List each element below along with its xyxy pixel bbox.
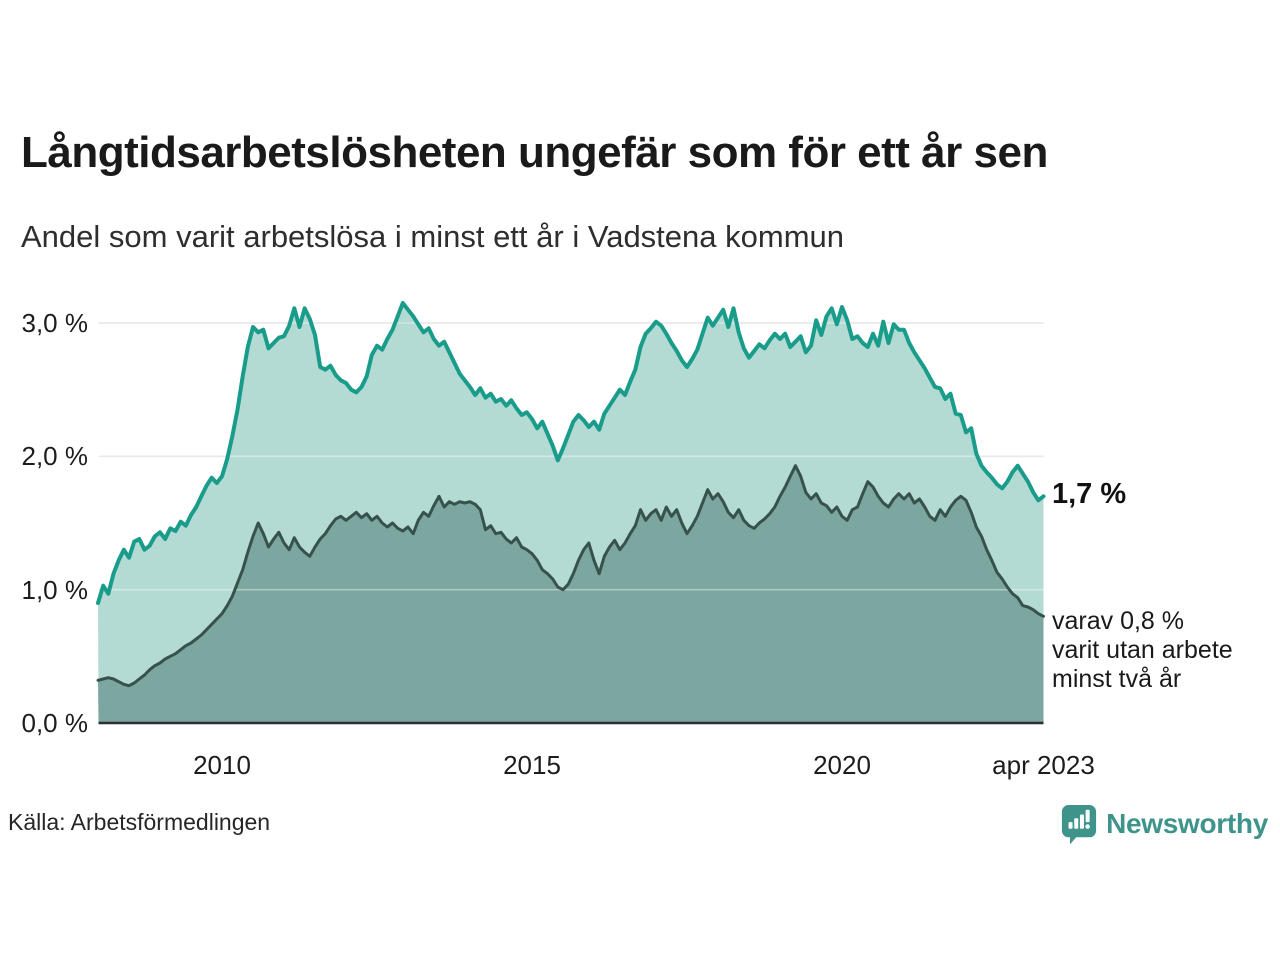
page-subtitle: Andel som varit arbetslösa i minst ett å… [21, 219, 844, 254]
x-tick-label: 2015 [503, 750, 561, 780]
x-tick-label: 2020 [813, 750, 871, 780]
page-title: Långtidsarbetslösheten ungefär som för e… [21, 128, 1048, 177]
series-line [96, 464, 1045, 688]
x-tick-label: apr 2023 [992, 750, 1095, 780]
y-tick-label: 1,0 % [21, 574, 89, 605]
x-tick-label: 2010 [193, 750, 251, 780]
series-area [98, 465, 1044, 723]
annotation-line-2: varit utan arbete [1052, 636, 1233, 664]
newsworthy-icon [1061, 805, 1097, 845]
y-tick-label: 0,0 % [21, 708, 89, 738]
annotation-two-years: varav 0,8 % varit utan arbete minst två … [1052, 607, 1233, 694]
annotation-latest-value: 1,7 % [1052, 478, 1127, 510]
annotation-line-1: varav 0,8 % [1052, 607, 1185, 635]
y-tick-label: 2,0 % [21, 441, 89, 472]
annotation-line-3: minst två år [1052, 665, 1182, 693]
source-note: Källa: Arbetsförmedlingen [8, 809, 271, 835]
brand-wordmark: Newsworthy [1106, 808, 1268, 839]
series-line [96, 301, 1046, 605]
y-tick-label: 3,0 % [21, 308, 89, 338]
newsworthy-logo: Newsworthy [1060, 800, 1268, 848]
series-area [98, 303, 1044, 723]
